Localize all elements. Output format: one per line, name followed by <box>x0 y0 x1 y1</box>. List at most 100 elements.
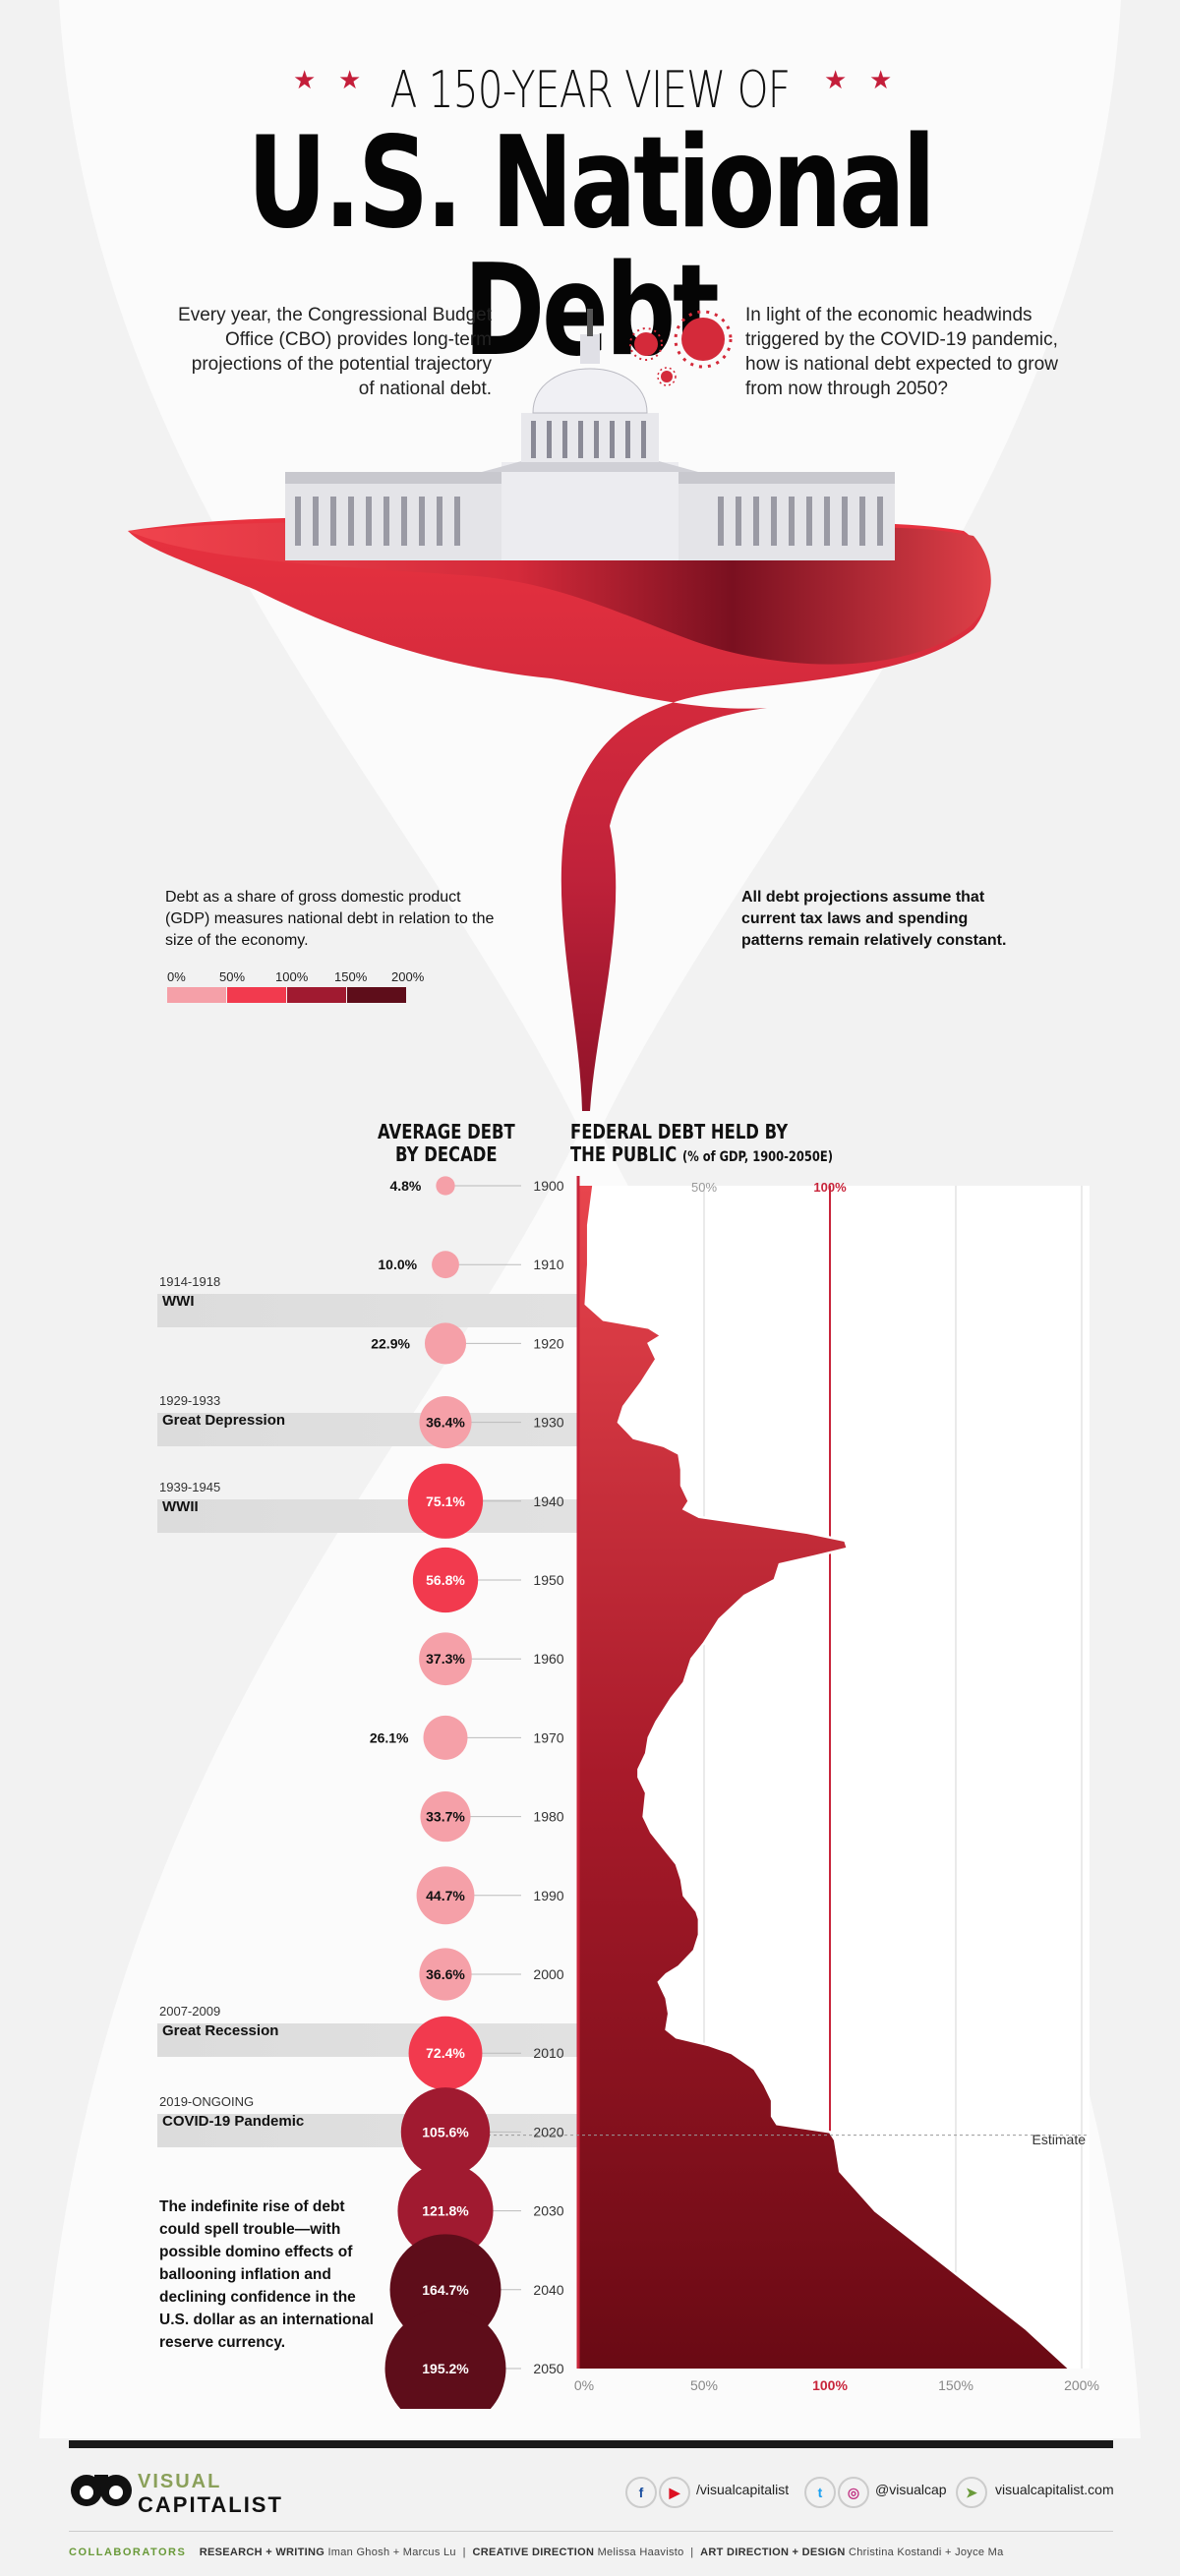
decade-average-label: 26.1% <box>370 1729 409 1745</box>
decade-bubble <box>436 1176 455 1196</box>
legend-label: 50% <box>219 969 246 984</box>
event-years: 1939-1945 <box>159 1479 221 1494</box>
youtube-icon[interactable]: ▶ <box>659 2477 690 2508</box>
decade-average-label: 44.7% <box>426 1888 465 1903</box>
decade-label: 2040 <box>533 2282 563 2298</box>
decade-average-label: 121.8% <box>422 2203 469 2219</box>
virus-icon <box>629 310 733 386</box>
top-tick-label: 50% <box>691 1180 717 1195</box>
decade-bubble <box>419 1632 472 1686</box>
event-name: WWII <box>162 1497 199 1515</box>
star-icon: ★ <box>824 65 848 94</box>
intro-left: Every year, the Congressional Budget Off… <box>178 305 492 399</box>
legend-label: 200% <box>391 969 425 984</box>
decade-bubble <box>397 2163 494 2259</box>
decade-bubble <box>419 1948 472 2001</box>
right-header-line2: THE PUBLIC <box>570 1142 678 1166</box>
star-icon: ★ <box>338 65 362 94</box>
event-name: WWI <box>162 1293 195 1311</box>
decade-label: 1930 <box>533 1415 563 1431</box>
decade-bubble <box>407 1463 484 1539</box>
decade-bubble <box>384 2308 506 2409</box>
decade-label: 2000 <box>533 1966 563 1982</box>
logo-text-line1: VISUAL <box>138 2471 222 2492</box>
decade-bubble <box>423 1715 468 1760</box>
star-icon: ★ <box>869 65 893 94</box>
decade-label: 1960 <box>533 1651 563 1667</box>
social-handle-twitter[interactable]: @visualcap <box>875 2482 947 2497</box>
legend-swatch <box>167 987 226 1003</box>
creative-label: CREATIVE DIRECTION <box>472 2547 595 2558</box>
decade-average-label: 33.7% <box>426 1809 465 1825</box>
event-years: 2007-2009 <box>159 2004 221 2020</box>
twitter-icon[interactable]: t <box>804 2477 836 2508</box>
decade-label: 1970 <box>533 1729 563 1745</box>
left-chart-header: AVERAGE DEBT BY DECADE <box>374 1121 519 1166</box>
event-name: Great Depression <box>162 1411 286 1429</box>
capitol-building-icon <box>285 309 895 560</box>
decade-bubble <box>412 1547 479 1613</box>
decade-label: 1990 <box>533 1888 563 1903</box>
x-tick-label: 50% <box>690 2377 718 2393</box>
visual-capitalist-logo[interactable]: VISUAL CAPITALIST <box>69 2463 281 2519</box>
legend-swatch <box>227 987 286 1003</box>
social-handle-facebook[interactable]: /visualcapitalist <box>696 2482 790 2497</box>
debt-area <box>578 1186 1070 2369</box>
decade-average-label: 10.0% <box>378 1257 417 1272</box>
cursor-icon[interactable]: ➤ <box>956 2477 987 2508</box>
event-name: Great Recession <box>162 2022 279 2040</box>
decade-bubble <box>416 1866 475 1925</box>
legend-label: 100% <box>275 969 309 984</box>
art-label: ART DIRECTION + DESIGN <box>700 2547 846 2558</box>
event-name: COVID-19 Pandemic <box>162 2113 305 2131</box>
event-years: 1914-1918 <box>159 1274 221 1290</box>
estimate-label: Estimate <box>1032 2132 1087 2147</box>
decade-label: 2020 <box>533 2124 563 2139</box>
legend-swatch <box>347 987 406 1003</box>
decade-label: 1950 <box>533 1572 563 1588</box>
left-header-line1: AVERAGE DEBT <box>377 1120 515 1143</box>
x-tick-label: 150% <box>938 2377 974 2393</box>
legend-label: 0% <box>167 969 186 984</box>
x-tick-label: 0% <box>574 2377 594 2393</box>
decade-bubble <box>400 2087 491 2177</box>
star-icon: ★ <box>293 65 317 94</box>
instagram-icon[interactable]: ◎ <box>838 2477 869 2508</box>
research-label: RESEARCH + WRITING <box>199 2547 325 2558</box>
decade-label: 1980 <box>533 1809 563 1825</box>
event-years: 2019-ONGOING <box>159 2094 255 2110</box>
binoculars-icon <box>71 2475 132 2506</box>
decade-average-label: 72.4% <box>426 2045 465 2061</box>
right-header-line1: FEDERAL DEBT HELD BY <box>570 1120 789 1143</box>
debt-funnel <box>128 517 990 1111</box>
facebook-icon[interactable]: f <box>625 2477 657 2508</box>
decade-bubble <box>420 1791 471 1843</box>
decade-average-label: 56.8% <box>426 1572 465 1588</box>
debt-line <box>584 1185 1071 2370</box>
x-tick-label: 200% <box>1064 2377 1099 2393</box>
legend-label: 150% <box>334 969 368 984</box>
decade-average-label: 36.4% <box>426 1415 465 1431</box>
decade-label: 1920 <box>533 1335 563 1351</box>
collab-label: COLLABORATORS <box>69 2547 187 2558</box>
right-chart-header: FEDERAL DEBT HELD BY THE PUBLIC (% of GD… <box>570 1121 909 1169</box>
decade-average-label: 36.6% <box>426 1966 465 1982</box>
art-names: Christina Kostandi + Joyce Ma <box>848 2547 1004 2558</box>
decade-label: 2030 <box>533 2203 563 2219</box>
decade-bubble <box>432 1251 459 1279</box>
x-tick-label: 100% <box>812 2377 848 2393</box>
collaborators: COLLABORATORS RESEARCH + WRITING Iman Gh… <box>69 2547 1004 2558</box>
decade-label: 1900 <box>533 1178 563 1194</box>
top-tick-label: 100% <box>813 1180 847 1195</box>
decade-label: 1910 <box>533 1257 563 1272</box>
decade-average-label: 4.8% <box>389 1178 421 1194</box>
website-link[interactable]: visualcapitalist.com <box>995 2482 1114 2497</box>
event-years: 1929-1933 <box>159 1392 221 1408</box>
decade-bubble <box>408 2016 483 2090</box>
creative-names: Melissa Haavisto <box>597 2547 684 2558</box>
decade-label: 2010 <box>533 2045 563 2061</box>
decade-average-label: 75.1% <box>426 1493 465 1509</box>
footer-divider <box>69 2531 1113 2532</box>
left-header-line2: BY DECADE <box>395 1142 498 1166</box>
